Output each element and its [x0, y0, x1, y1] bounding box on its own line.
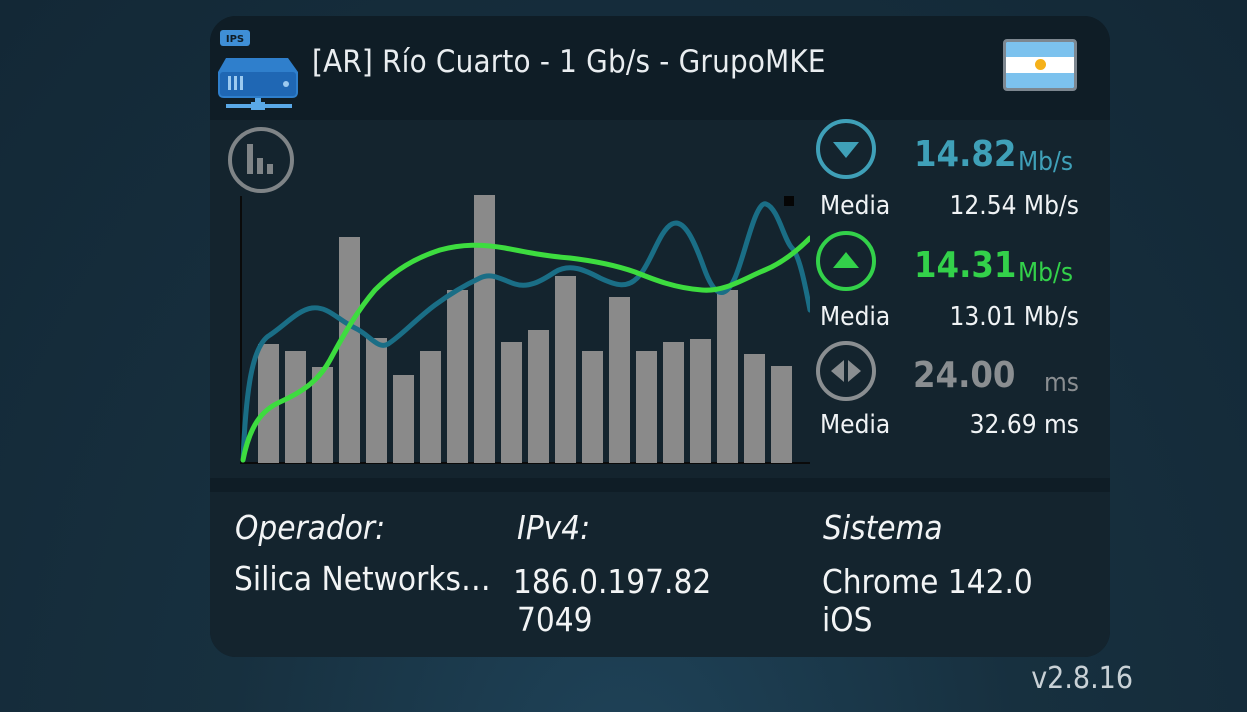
speed-graph	[240, 195, 810, 464]
graph-bar	[285, 351, 306, 463]
graph-bar	[528, 330, 549, 463]
graph-bar	[339, 237, 360, 463]
upload-value: 14.31	[914, 245, 1017, 286]
argentina-flag-icon[interactable]	[1003, 39, 1077, 91]
graph-bars	[258, 195, 792, 463]
system-label: Sistema	[823, 508, 943, 547]
upload-media-label: Media	[820, 302, 891, 332]
ping-value: 24.00	[913, 355, 1016, 396]
ping-unit: ms	[1044, 368, 1079, 398]
graph-bar	[501, 342, 522, 463]
graph-bar	[771, 366, 792, 463]
ping-media-value: 32.69 ms	[969, 410, 1079, 440]
ipv4-label: IPv4:	[517, 508, 591, 547]
chart-panel: 14.82 Mb/s Media 12.54 Mb/s 14.31 Mb/s M…	[210, 119, 1110, 478]
server-title: [AR] Río Cuarto - 1 Gb/s - GrupoMKE	[312, 44, 826, 80]
graph-bar	[663, 342, 684, 463]
server-ips-icon: IPS	[218, 30, 298, 110]
ping-arrows-icon	[816, 341, 876, 401]
graph-bar	[393, 375, 414, 463]
operator-label: Operador:	[235, 508, 386, 547]
graph-bar	[474, 195, 495, 463]
graph-bar	[447, 290, 468, 463]
app-version: v2.8.16	[1031, 661, 1133, 696]
ipv4-value: 186.0.197.82	[513, 562, 712, 601]
graph-bar	[717, 290, 738, 463]
download-unit: Mb/s	[1018, 147, 1074, 177]
graph-bar	[744, 354, 765, 463]
connection-info-panel: Operador: Silica Networks… IPv4: 186.0.1…	[210, 492, 1110, 657]
server-header: IPS [AR] Río Cuarto - 1 Gb/s - GrupoMKE	[210, 16, 1110, 111]
graph-bar	[312, 367, 333, 463]
graph-marker	[784, 196, 794, 206]
ipv4-value-continued: 7049	[517, 600, 593, 639]
graph-bar	[420, 351, 441, 463]
graph-bar	[582, 351, 603, 463]
graph-bar	[609, 297, 630, 463]
download-speed-line	[240, 201, 810, 463]
system-browser: Chrome 142.0	[822, 562, 1033, 601]
system-os: iOS	[822, 600, 873, 639]
download-media-value: 12.54 Mb/s	[949, 191, 1079, 221]
bar-chart-icon[interactable]	[227, 126, 295, 194]
ping-media-label: Media	[820, 410, 891, 440]
operator-value: Silica Networks…	[234, 559, 491, 598]
graph-bar	[366, 338, 387, 463]
download-arrow-icon	[816, 119, 876, 179]
upload-media-value: 13.01 Mb/s	[949, 302, 1079, 332]
graph-bar	[636, 351, 657, 463]
download-value: 14.82	[914, 134, 1017, 175]
speedtest-card: IPS [AR] Río Cuarto - 1 Gb/s - GrupoMKE	[210, 16, 1110, 657]
graph-bar	[555, 276, 576, 463]
upload-unit: Mb/s	[1018, 258, 1074, 288]
graph-bar	[258, 344, 279, 463]
svg-text:IPS: IPS	[226, 34, 244, 45]
upload-arrow-icon	[816, 231, 876, 291]
download-media-label: Media	[820, 191, 891, 221]
upload-speed-line	[240, 235, 810, 463]
graph-bar	[690, 339, 711, 463]
